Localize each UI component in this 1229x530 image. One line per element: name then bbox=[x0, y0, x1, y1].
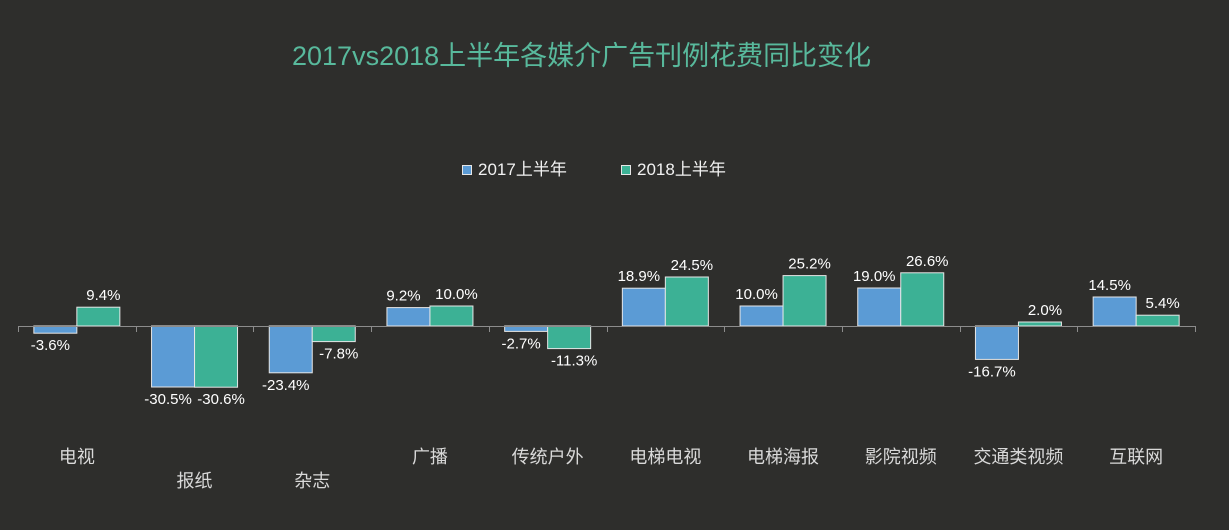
legend-label-series-1: 2017上半年 bbox=[478, 160, 567, 179]
series-1-bar-8 bbox=[857, 287, 902, 327]
category-label-8: 影院视频 bbox=[865, 447, 937, 467]
series-1-bar-3 bbox=[268, 325, 313, 374]
series-1-data-label-7: 10.0% bbox=[735, 286, 778, 303]
legend-label-series-2: 2018上半年 bbox=[637, 160, 726, 179]
series-2-data-label-10: 5.4% bbox=[1146, 295, 1180, 312]
series-2-data-label-4: 10.0% bbox=[435, 286, 478, 303]
series-1-bar-6 bbox=[621, 287, 666, 327]
series-1-bar-4 bbox=[386, 307, 431, 327]
chart-title: 2017vs2018上半年各媒介广告刊例花费同比变化 bbox=[292, 41, 872, 71]
series-1-bar-7 bbox=[739, 305, 784, 327]
series-1-data-label-6: 18.9% bbox=[618, 268, 661, 285]
category-label-5: 传统户外 bbox=[512, 447, 584, 467]
legend: 2017上半年 2018上半年 bbox=[462, 159, 780, 181]
series-1-bar-2 bbox=[151, 325, 196, 388]
legend-item-series-1: 2017上半年 bbox=[462, 159, 621, 181]
series-2-bar-6 bbox=[664, 276, 709, 327]
series-2-bar-4 bbox=[429, 305, 474, 327]
category-label-6: 电梯电视 bbox=[629, 447, 701, 467]
category-label-10: 互联网 bbox=[1109, 447, 1163, 467]
series-2-data-label-6: 24.5% bbox=[671, 257, 714, 274]
legend-swatch-series-1 bbox=[462, 165, 472, 175]
series-1-data-label-8: 19.0% bbox=[853, 268, 896, 285]
category-label-2: 报纸 bbox=[177, 471, 213, 491]
series-2-bar-9 bbox=[1017, 321, 1062, 327]
series-1-bar-10 bbox=[1092, 296, 1137, 327]
legend-item-series-2: 2018上半年 bbox=[621, 159, 780, 181]
series-1-data-label-4: 9.2% bbox=[386, 288, 420, 305]
category-label-3: 杂志 bbox=[294, 471, 330, 491]
legend-swatch-series-2 bbox=[621, 165, 631, 175]
series-2-data-label-9: 2.0% bbox=[1028, 302, 1062, 319]
series-2-bar-3 bbox=[311, 325, 356, 343]
series-2-data-label-5: -11.3% bbox=[551, 353, 597, 370]
series-1-data-label-3: -23.4% bbox=[262, 377, 310, 394]
series-2-bar-1 bbox=[76, 306, 121, 327]
series-2-bar-10 bbox=[1135, 314, 1180, 327]
category-label-1: 电视 bbox=[59, 447, 95, 467]
series-2-data-label-3: -7.8% bbox=[319, 346, 358, 363]
series-1-bar-9 bbox=[974, 325, 1019, 360]
series-2-bar-5 bbox=[547, 325, 592, 350]
category-label-4: 广播 bbox=[412, 447, 448, 467]
category-label-7: 电梯海报 bbox=[747, 447, 819, 467]
series-2-bar-8 bbox=[900, 272, 945, 327]
series-2-data-label-7: 25.2% bbox=[788, 256, 831, 273]
series-1-data-label-10: 14.5% bbox=[1088, 277, 1131, 294]
series-2-data-label-1: 9.4% bbox=[86, 287, 120, 304]
series-1-data-label-1: -3.6% bbox=[31, 337, 70, 354]
series-2-data-label-2: -30.6% bbox=[197, 391, 245, 408]
series-1-data-label-9: -16.7% bbox=[968, 363, 1016, 380]
series-2-data-label-8: 26.6% bbox=[906, 253, 949, 270]
series-1-data-label-5: -2.7% bbox=[502, 335, 541, 352]
series-2-bar-2 bbox=[194, 325, 239, 388]
series-2-bar-7 bbox=[782, 275, 827, 327]
series-1-data-label-2: -30.5% bbox=[144, 391, 192, 408]
series-1-bar-1 bbox=[33, 325, 78, 334]
category-label-9: 交通类视频 bbox=[973, 447, 1063, 467]
